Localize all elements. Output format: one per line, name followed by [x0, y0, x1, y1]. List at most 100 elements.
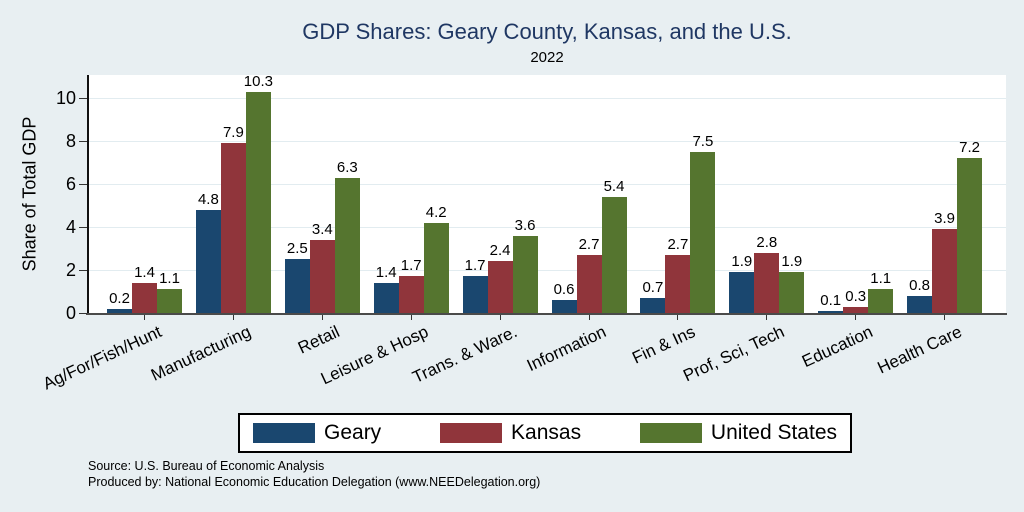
bar-united-states	[423, 222, 449, 313]
x-tick	[944, 315, 946, 320]
bar-value-label: 0.3	[845, 287, 867, 305]
bar-value-label: 2.4	[489, 242, 511, 260]
bar-value-label: 4.8	[197, 190, 219, 208]
bar-united-states	[245, 91, 271, 313]
bar-geary	[551, 300, 577, 313]
bar-value-label: 7.5	[692, 132, 714, 150]
legend-swatch	[440, 423, 503, 443]
y-tick	[79, 226, 87, 228]
x-tick	[588, 315, 590, 320]
y-tick-label: 4	[65, 217, 76, 237]
chart-subtitle: 2022	[530, 49, 564, 66]
bar-kansas	[487, 261, 513, 313]
y-tick-label: 8	[65, 131, 76, 151]
bar-geary	[462, 276, 488, 313]
bar-value-label: 1.7	[400, 257, 422, 275]
bar-united-states	[779, 272, 805, 313]
bar-kansas	[220, 143, 246, 313]
bar-geary	[373, 282, 399, 313]
y-tick	[79, 97, 87, 99]
y-tick	[79, 140, 87, 142]
gridline	[88, 97, 1006, 99]
bar-kansas	[398, 276, 424, 313]
bar-united-states	[601, 196, 627, 313]
legend-item-kansas: Kansas	[440, 421, 581, 445]
x-tick	[499, 315, 501, 320]
y-axis-title: Share of Total GDP	[19, 116, 40, 272]
y-tick	[79, 269, 87, 271]
x-tick	[766, 315, 768, 320]
bar-value-label: 1.9	[781, 253, 803, 271]
bar-geary	[907, 295, 933, 313]
bar-value-label: 0.1	[820, 291, 842, 309]
x-axis-label: Prof, Sci, Tech	[679, 322, 787, 386]
bar-value-label: 1.4	[375, 263, 397, 281]
bar-geary	[195, 209, 221, 313]
bar-geary	[640, 297, 666, 313]
x-axis-label: Information	[523, 322, 610, 376]
legend-item-united-states: United States	[639, 421, 837, 445]
y-tick-label: 0	[65, 303, 76, 323]
plot-area: 0.2 1.4 1.1 4.8 7.9 10.3 2.5 3.4 6.3 1.4 1.7 4.2 1.7…	[88, 72, 1006, 313]
source-note: Source: U.S. Bureau of Economic Analysis	[88, 459, 325, 473]
bar-value-label: 5.4	[603, 177, 625, 195]
bar-united-states	[512, 235, 538, 313]
chart-title: GDP Shares: Geary County, Kansas, and th…	[302, 19, 792, 44]
x-axis-label: Fin & Ins	[629, 322, 698, 368]
legend-swatch	[639, 423, 702, 443]
bar-value-label: 1.9	[731, 253, 753, 271]
bar-value-label: 1.1	[870, 270, 892, 288]
bar-kansas	[132, 282, 157, 313]
x-tick	[232, 315, 234, 320]
bar-value-label: 0.2	[109, 289, 130, 307]
y-tick	[79, 183, 87, 185]
bar-kansas	[932, 229, 958, 313]
bar-united-states	[334, 177, 360, 313]
gridline	[88, 140, 1006, 142]
x-axis-line	[86, 313, 1007, 315]
bar-united-states	[957, 158, 983, 313]
bar-geary	[284, 259, 310, 313]
bar-value-label: 2.8	[756, 233, 778, 251]
bar-value-label: 10.3	[243, 72, 273, 90]
legend: Geary Kansas United States	[238, 413, 852, 453]
bar-kansas	[576, 254, 602, 313]
bar-kansas	[309, 239, 335, 313]
bar-value-label: 0.6	[553, 281, 575, 299]
bar-kansas	[665, 254, 691, 313]
legend-swatch	[253, 423, 315, 443]
bar-value-label: 3.9	[934, 210, 956, 228]
x-tick	[677, 315, 679, 320]
x-tick	[855, 315, 857, 320]
bar-united-states	[868, 289, 894, 313]
legend-label: Kansas	[511, 421, 582, 444]
y-tick	[79, 312, 87, 314]
gridline	[88, 183, 1006, 185]
bar-value-label: 1.1	[159, 270, 180, 288]
bar-geary	[818, 310, 844, 313]
x-axis-label: Ag/For/Fish/Hunt	[40, 322, 165, 394]
gridline	[88, 269, 1006, 271]
bar-value-label: 0.7	[642, 278, 664, 296]
x-axis-label: Retail	[294, 322, 343, 358]
x-axis-label: Education	[799, 322, 876, 372]
bar-value-label: 3.6	[514, 216, 536, 234]
legend-item-geary: Geary	[253, 421, 381, 445]
bar-kansas	[843, 306, 869, 313]
y-tick-label: 10	[55, 88, 76, 108]
x-tick	[410, 315, 412, 320]
bar-value-label: 2.7	[667, 235, 689, 253]
legend-label: Geary	[324, 421, 382, 444]
bar-value-label: 3.4	[311, 220, 333, 238]
y-axis-line	[87, 75, 89, 313]
y-tick-label: 6	[65, 174, 76, 194]
bar-value-label: 0.8	[909, 276, 931, 294]
bar-value-label: 1.4	[134, 263, 155, 281]
bar-geary	[729, 272, 755, 313]
bar-value-label: 4.2	[425, 203, 447, 221]
bar-value-label: 6.3	[336, 158, 358, 176]
gridline	[88, 226, 1006, 228]
bar-geary	[107, 308, 132, 313]
x-axis-label: Manufacturing	[147, 322, 254, 385]
